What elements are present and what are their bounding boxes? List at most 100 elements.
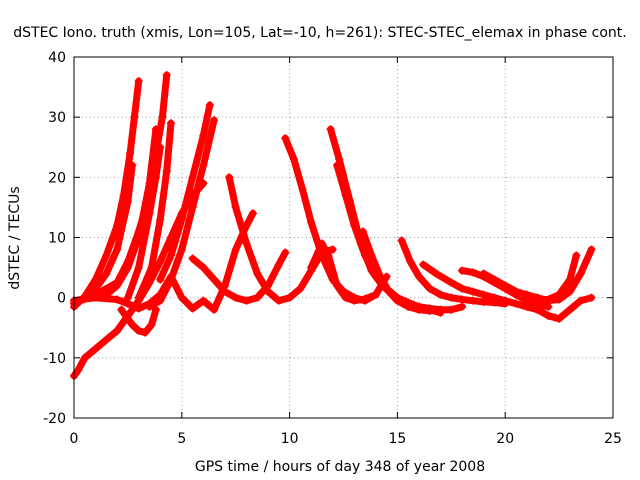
data-point (231, 203, 240, 212)
data-point (188, 203, 197, 212)
x-tick-label: 0 (70, 431, 79, 447)
data-point (123, 257, 132, 266)
data-point (447, 278, 456, 287)
data-point (158, 113, 167, 122)
data-point (188, 191, 197, 200)
series-10 (117, 305, 160, 337)
data-point (134, 296, 143, 305)
data-point (188, 173, 197, 182)
data-point (188, 304, 197, 313)
data-point (199, 263, 208, 272)
data-point (350, 221, 359, 230)
data-point (436, 290, 445, 299)
y-tick-label: 0 (57, 291, 66, 307)
data-point (177, 209, 186, 218)
data-point (479, 269, 488, 278)
data-point (447, 293, 456, 302)
data-point (317, 239, 326, 248)
series-22 (501, 245, 596, 305)
y-tick-label: -20 (43, 411, 66, 427)
data-point (225, 173, 234, 182)
data-point (285, 293, 294, 302)
data-point (156, 290, 165, 299)
data-point (501, 296, 510, 305)
data-point (479, 297, 488, 306)
data-point (74, 365, 83, 374)
data-point (544, 296, 553, 305)
data-point (134, 304, 143, 313)
data-point (367, 251, 376, 260)
data-point (156, 275, 165, 284)
data-point (199, 131, 208, 140)
x-tick-label: 20 (496, 431, 514, 447)
data-point (210, 305, 219, 314)
data-point (576, 269, 585, 278)
data-point (289, 155, 298, 164)
data-point (134, 227, 143, 236)
data-point (397, 236, 406, 245)
data-point (565, 275, 574, 284)
data-point (210, 116, 219, 125)
data-point (432, 269, 441, 278)
axis-ticks: 0 5 10 15 20 25 -20 -10 0 10 20 30 40 (43, 50, 622, 447)
series-14 (307, 239, 380, 305)
data-point (156, 143, 165, 152)
data-point (199, 161, 208, 170)
data-point (134, 77, 143, 86)
data-point (468, 296, 477, 305)
series-9 (70, 209, 257, 314)
data-point (113, 326, 122, 335)
data-point (550, 313, 559, 322)
data-point (544, 311, 553, 320)
data-point (128, 161, 137, 170)
data-point (490, 275, 499, 284)
data-point (167, 233, 176, 242)
data-point (205, 101, 214, 110)
data-point (167, 119, 176, 128)
x-tick-label: 25 (604, 431, 622, 447)
data-point (333, 161, 342, 170)
data-point (91, 293, 100, 302)
data-point (511, 299, 520, 308)
data-point (242, 296, 251, 305)
data-point (113, 295, 122, 304)
data-point (123, 197, 132, 206)
data-point (220, 287, 229, 296)
data-point (248, 209, 257, 218)
data-point (371, 290, 380, 299)
data-point (335, 155, 344, 164)
data-point (358, 227, 367, 236)
data-point (490, 293, 499, 302)
data-point (134, 263, 143, 272)
data-point (298, 185, 307, 194)
data-point (324, 251, 333, 260)
y-tick-label: 30 (48, 110, 66, 126)
data-point (425, 306, 434, 315)
y-tick-label: 20 (48, 170, 66, 186)
data-point (479, 290, 488, 299)
data-point (264, 287, 273, 296)
data-point (341, 293, 350, 302)
data-point (511, 287, 520, 296)
data-point (458, 302, 467, 311)
data-point (167, 272, 176, 281)
data-point (128, 320, 137, 329)
x-tick-label: 5 (177, 431, 186, 447)
data-point (151, 173, 160, 182)
data-point (177, 293, 186, 302)
data-point (425, 284, 434, 293)
data-point (555, 295, 564, 304)
data-point (123, 299, 132, 308)
data-point (333, 281, 342, 290)
data-points (70, 71, 596, 380)
data-point (242, 239, 251, 248)
data-point (393, 296, 402, 305)
data-point (274, 296, 283, 305)
series-trace (333, 161, 466, 314)
data-point (307, 263, 316, 272)
data-point (130, 113, 139, 122)
data-point (199, 296, 208, 305)
data-point (253, 293, 262, 302)
series-trace (70, 209, 257, 314)
y-tick-label: -10 (43, 351, 66, 367)
